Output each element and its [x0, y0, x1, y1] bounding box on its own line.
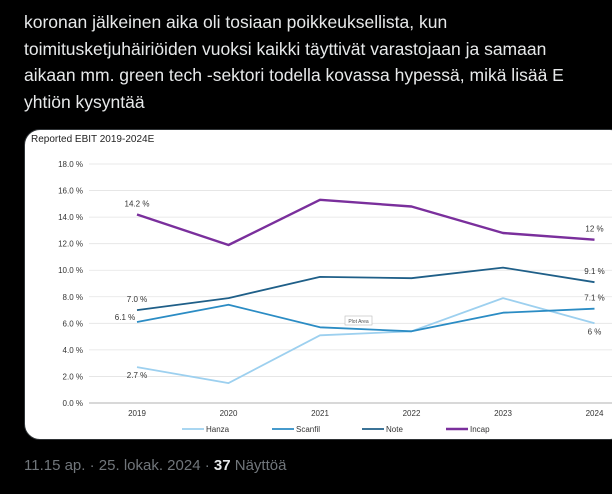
data-label: 14.2 %	[125, 199, 150, 208]
series-line-hanza	[136, 297, 595, 385]
x-tick-label: 2024	[586, 409, 604, 418]
tweet-media-image[interactable]: Reported EBIT 2019-2024E 0.0 % 2.0 % 4.0 %…	[24, 129, 612, 440]
legend-label-note: Note	[386, 425, 403, 434]
data-label: 6.1 %	[115, 313, 135, 322]
y-tick-label: 8.0 %	[63, 293, 83, 302]
meta-separator: ·	[89, 457, 95, 474]
series-line-scanfil	[136, 303, 595, 333]
data-label: 9.1 %	[584, 267, 604, 276]
y-tick-label: 2.0 %	[63, 372, 83, 381]
x-tick-label: 2020	[220, 409, 238, 418]
y-tick-label: 12.0 %	[58, 240, 83, 249]
plot-area-tooltip-label: Plot Area	[348, 319, 369, 325]
series-line-note	[136, 266, 595, 311]
meta-separator: ·	[204, 457, 210, 474]
x-tick-label: 2022	[403, 409, 421, 418]
y-tick-label: 0.0 %	[63, 399, 83, 408]
y-tick-label: 6.0 %	[63, 319, 83, 328]
x-tick-label: 2021	[311, 409, 329, 418]
y-tick-label: 14.0 %	[58, 213, 83, 222]
legend-label-scanfil: Scanfil	[296, 425, 320, 434]
tweet-text-line: koronan jälkeinen aika oli tosiaan poikk…	[24, 12, 448, 32]
legend-label-incap: Incap	[470, 425, 490, 434]
data-label: 6 %	[588, 327, 602, 336]
tweet-meta: 11.15 ap. · 25. lokak. 2024 · 37 Näyttöä	[24, 457, 286, 474]
data-label: 12 %	[585, 225, 603, 234]
ebit-chart: Reported EBIT 2019-2024E 0.0 % 2.0 % 4.0 %…	[31, 134, 612, 434]
tweet-time[interactable]: 11.15 ap.	[24, 457, 86, 474]
y-tick-label: 10.0 %	[58, 266, 83, 275]
y-tick-label: 18.0 %	[58, 160, 83, 169]
series-line-incap	[136, 198, 595, 247]
plot-area-tooltip	[344, 315, 373, 326]
x-tick-label: 2023	[494, 409, 512, 418]
x-tick-label: 2019	[128, 409, 146, 418]
tweet-text-line: yhtiön kysyntää	[24, 91, 145, 112]
tweet-text: koronan jälkeinen aika oli tosiaan poikk…	[24, 9, 612, 115]
tweet-text-line: aikaan mm. green tech -sektori todella k…	[24, 65, 564, 85]
views-count: 37	[213, 457, 231, 474]
tweet-text-line: toimitusketjuhäiriöiden vuoksi kaikki tä…	[24, 38, 547, 59]
data-label: 7.1 %	[584, 294, 604, 303]
tweet-date[interactable]: 25. lokak. 2024	[98, 457, 201, 474]
y-tick-label: 4.0 %	[63, 346, 83, 355]
views-label: Näyttöä	[234, 457, 287, 474]
chart-title: Reported EBIT 2019-2024E	[31, 134, 155, 145]
data-label: 2.7 %	[127, 371, 147, 380]
data-label: 7.0 %	[127, 295, 147, 304]
y-tick-label: 16.0 %	[58, 187, 83, 196]
legend-label-hanza: Hanza	[206, 425, 230, 434]
